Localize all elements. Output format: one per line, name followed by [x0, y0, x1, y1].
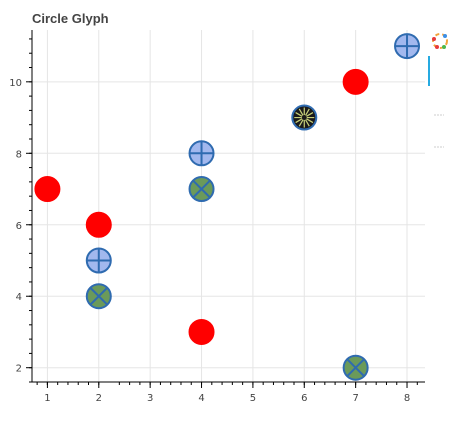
circle-cross-point — [85, 247, 112, 274]
circle-cross-point — [394, 33, 421, 60]
y-tick-label: 6 — [16, 221, 22, 232]
circle-x-point — [188, 176, 215, 203]
circle-x-point — [85, 283, 112, 310]
chart-title: Circle Glyph — [32, 11, 109, 26]
circle-dot-star-point — [291, 104, 318, 131]
y-tick-label: 2 — [16, 364, 22, 375]
bokeh-logo-icon[interactable] — [428, 30, 452, 52]
circle-x-point — [342, 354, 369, 381]
y-tick-label: 10 — [9, 78, 22, 89]
axes: 1 2 3 4 5 6 7 8 2 4 6 8 10 — [9, 30, 425, 404]
x-tick-label: 4 — [198, 393, 204, 404]
pan-tool-icon[interactable] — [428, 56, 452, 86]
x-tick-label: 3 — [147, 393, 153, 404]
wheel-zoom-tool-icon[interactable] — [428, 110, 452, 120]
x-tick-label: 5 — [250, 393, 256, 404]
circle-point — [85, 211, 112, 238]
x-tick-label: 1 — [44, 393, 50, 404]
circle-point — [188, 318, 215, 345]
circle-cross-point — [188, 140, 215, 167]
toolbar — [428, 30, 452, 160]
x-tick-label: 2 — [96, 393, 102, 404]
circle-point — [342, 68, 369, 95]
reset-tool-icon[interactable] — [428, 142, 452, 152]
y-tick-label: 8 — [16, 149, 22, 160]
x-tick-label: 8 — [404, 393, 410, 404]
data-points — [34, 33, 421, 381]
y-tick-label: 4 — [16, 292, 22, 303]
x-tick-label: 7 — [352, 393, 358, 404]
x-tick-label: 6 — [301, 393, 307, 404]
circle-point — [34, 176, 61, 203]
